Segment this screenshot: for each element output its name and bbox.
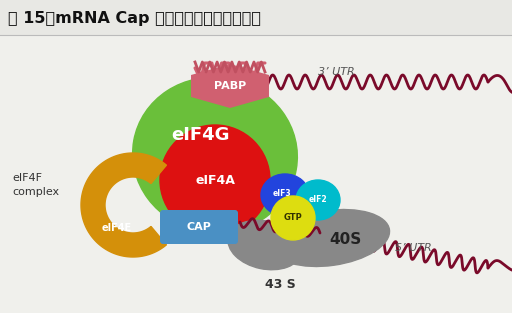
Polygon shape xyxy=(81,153,166,257)
Text: eIF4G: eIF4G xyxy=(170,126,229,144)
Ellipse shape xyxy=(133,77,297,233)
Text: 图 15：mRNA Cap 结构在转录翻译中的作用: 图 15：mRNA Cap 结构在转录翻译中的作用 xyxy=(8,11,261,25)
Text: eIF4A: eIF4A xyxy=(195,173,235,187)
FancyBboxPatch shape xyxy=(160,210,238,244)
Ellipse shape xyxy=(228,220,302,270)
Text: GTP: GTP xyxy=(284,213,303,223)
Text: 3’ UTR: 3’ UTR xyxy=(318,67,355,77)
FancyBboxPatch shape xyxy=(0,0,512,35)
Ellipse shape xyxy=(261,174,309,216)
Polygon shape xyxy=(191,64,269,108)
Circle shape xyxy=(271,196,315,240)
Text: eIF4E: eIF4E xyxy=(102,223,132,233)
Text: eIF4F
complex: eIF4F complex xyxy=(12,173,59,197)
Text: 40S: 40S xyxy=(329,233,361,248)
Text: eIF2: eIF2 xyxy=(309,196,327,204)
Text: CAP: CAP xyxy=(186,222,211,232)
Ellipse shape xyxy=(296,180,340,220)
Text: 43 S: 43 S xyxy=(265,279,295,291)
Text: eIF3: eIF3 xyxy=(273,188,291,198)
Ellipse shape xyxy=(270,209,390,266)
Text: 5’ UTR: 5’ UTR xyxy=(395,243,432,253)
Text: PABP: PABP xyxy=(214,81,246,91)
Circle shape xyxy=(160,125,270,235)
